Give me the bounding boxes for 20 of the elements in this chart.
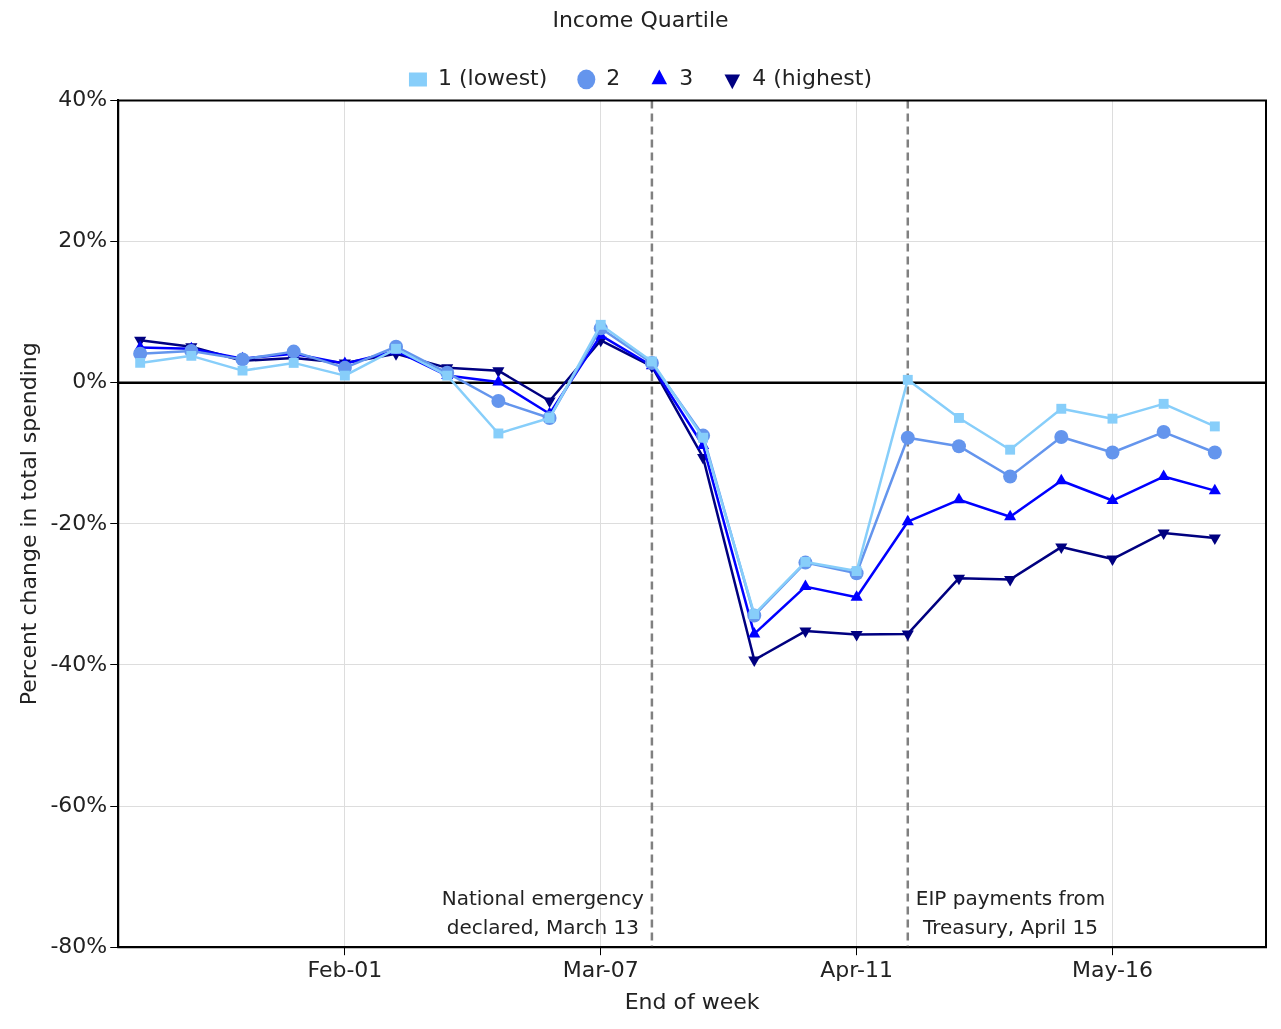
x-tick-label: Mar-07	[562, 957, 639, 983]
x-tick-label: May-16	[1071, 957, 1153, 983]
ref-line-label: EIP payments from Treasury, April 15	[915, 886, 1106, 940]
legend-title: Income Quartile	[552, 6, 729, 32]
y-tick-label: 40%	[58, 86, 108, 112]
y-axis-title: Percent change in total spending	[15, 342, 41, 706]
legend-label: 3	[679, 65, 694, 91]
y-tick-label: 0%	[72, 368, 108, 394]
x-tick-label: Apr-11	[820, 957, 893, 983]
x-axis-title: End of week	[624, 988, 760, 1014]
legend-label: 1 (lowest)	[437, 65, 548, 91]
y-tick-label: -40%	[50, 650, 108, 676]
y-tick-label: -80%	[50, 932, 108, 958]
y-tick-label: -60%	[50, 791, 108, 817]
legend-label: 2	[606, 65, 621, 91]
y-tick-label: -20%	[50, 509, 108, 535]
legend-label: 4 (highest)	[752, 65, 873, 91]
y-tick-label: 20%	[58, 227, 108, 253]
ref-line-label: National emergency declared, March 13	[441, 886, 645, 940]
x-tick-label: Feb-01	[307, 957, 383, 983]
